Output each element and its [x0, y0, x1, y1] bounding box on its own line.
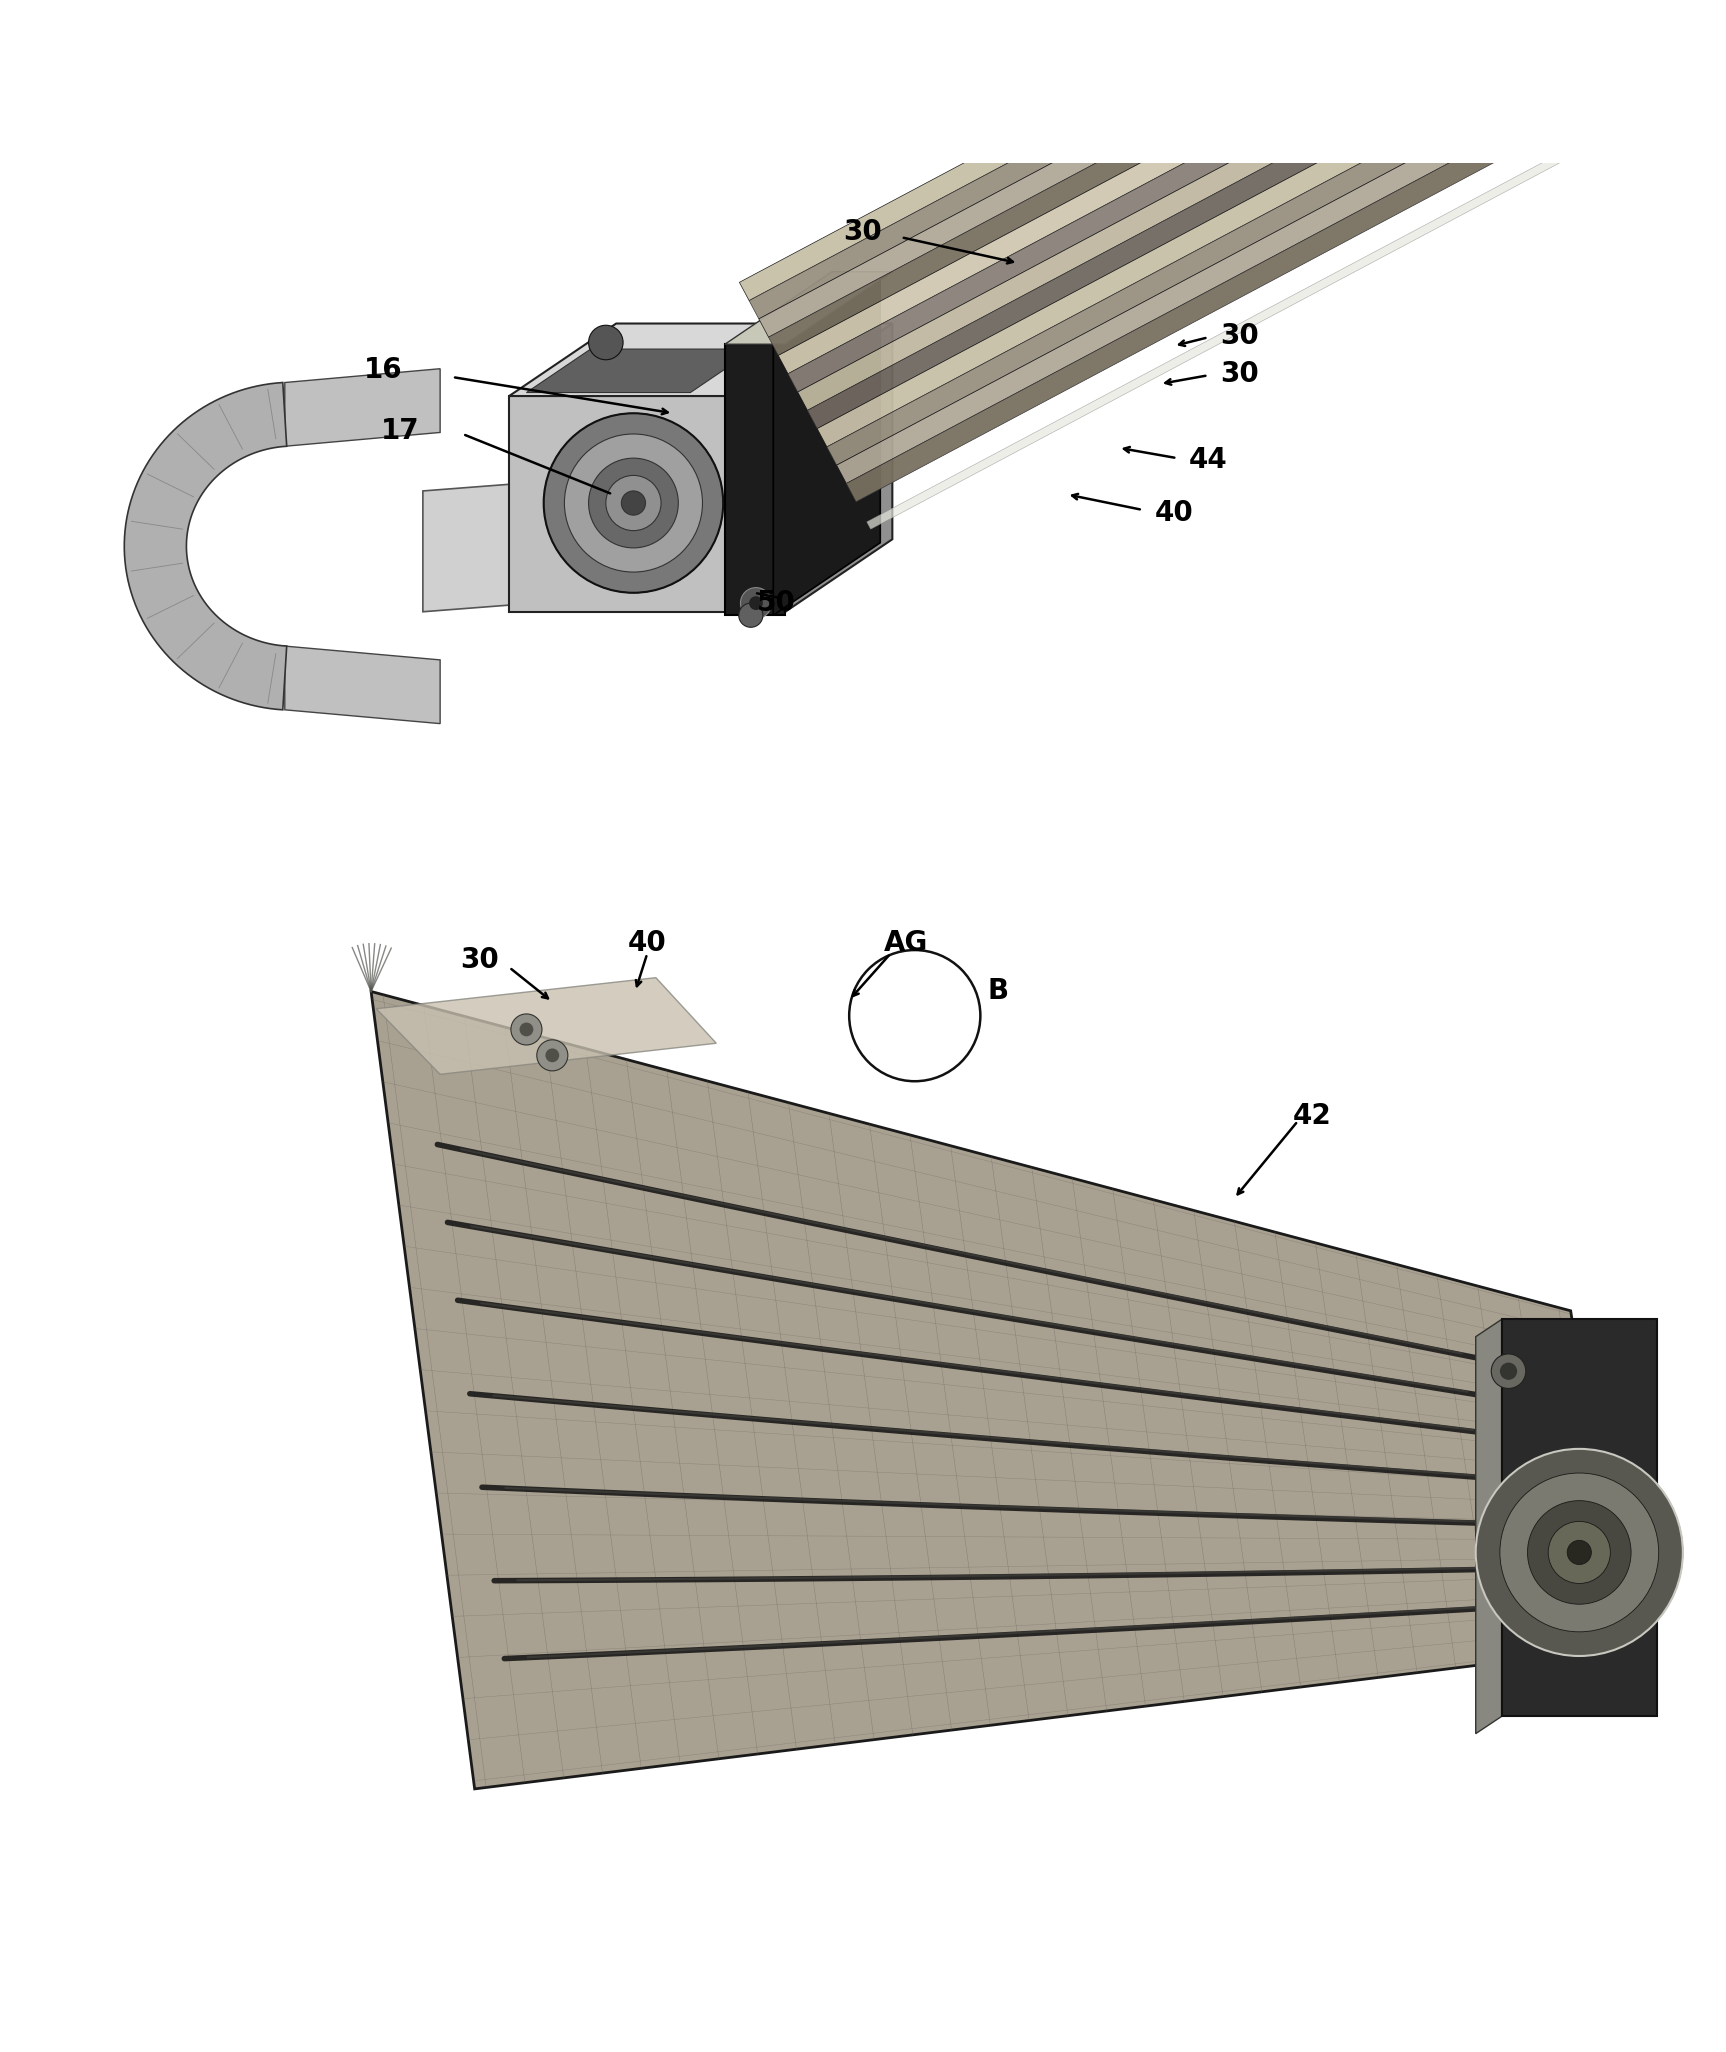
Polygon shape — [423, 482, 535, 611]
Circle shape — [740, 587, 772, 618]
Polygon shape — [509, 324, 892, 396]
Text: 42: 42 — [1293, 1102, 1331, 1131]
Polygon shape — [725, 271, 892, 345]
Circle shape — [589, 326, 623, 359]
Circle shape — [1476, 1449, 1683, 1656]
Polygon shape — [785, 324, 892, 611]
Circle shape — [739, 603, 763, 628]
Polygon shape — [808, 0, 1610, 429]
Circle shape — [589, 458, 678, 548]
Circle shape — [606, 476, 661, 531]
Circle shape — [749, 597, 763, 609]
Circle shape — [1567, 1541, 1591, 1564]
Text: 30: 30 — [844, 218, 882, 246]
Text: 17: 17 — [381, 417, 419, 445]
Circle shape — [1528, 1500, 1631, 1605]
Circle shape — [1491, 1354, 1526, 1389]
Polygon shape — [846, 62, 1648, 503]
Text: 30: 30 — [461, 946, 499, 975]
Polygon shape — [526, 349, 754, 392]
Circle shape — [621, 490, 646, 515]
Circle shape — [537, 1040, 568, 1071]
Text: 16: 16 — [364, 357, 402, 384]
Polygon shape — [1502, 1319, 1657, 1715]
Polygon shape — [509, 396, 785, 611]
Polygon shape — [285, 646, 440, 724]
Text: 44: 44 — [1189, 445, 1227, 474]
Text: 40: 40 — [628, 930, 666, 956]
Text: AG: AG — [884, 930, 929, 956]
Polygon shape — [837, 43, 1638, 484]
Polygon shape — [778, 0, 1581, 373]
Polygon shape — [285, 369, 440, 445]
Polygon shape — [371, 991, 1622, 1789]
Polygon shape — [725, 345, 785, 616]
Polygon shape — [759, 0, 1560, 337]
Polygon shape — [773, 271, 880, 616]
Polygon shape — [739, 0, 1541, 300]
Polygon shape — [827, 25, 1629, 466]
Polygon shape — [797, 0, 1600, 410]
Circle shape — [544, 412, 723, 593]
Text: 40: 40 — [1155, 499, 1193, 527]
Text: 30: 30 — [1220, 359, 1258, 388]
Circle shape — [520, 1022, 533, 1036]
Circle shape — [564, 433, 702, 573]
Polygon shape — [866, 101, 1664, 529]
Circle shape — [1500, 1473, 1659, 1631]
Polygon shape — [789, 0, 1590, 392]
Circle shape — [545, 1049, 559, 1063]
Circle shape — [511, 1014, 542, 1044]
Text: 30: 30 — [1220, 322, 1258, 349]
Circle shape — [1548, 1521, 1610, 1584]
Polygon shape — [749, 0, 1552, 318]
Polygon shape — [768, 0, 1571, 355]
Polygon shape — [816, 8, 1619, 447]
Polygon shape — [124, 382, 287, 710]
Polygon shape — [1476, 1319, 1502, 1734]
Circle shape — [1500, 1363, 1517, 1379]
Text: B: B — [987, 977, 1008, 1005]
Text: 50: 50 — [758, 589, 796, 618]
Polygon shape — [376, 977, 716, 1075]
